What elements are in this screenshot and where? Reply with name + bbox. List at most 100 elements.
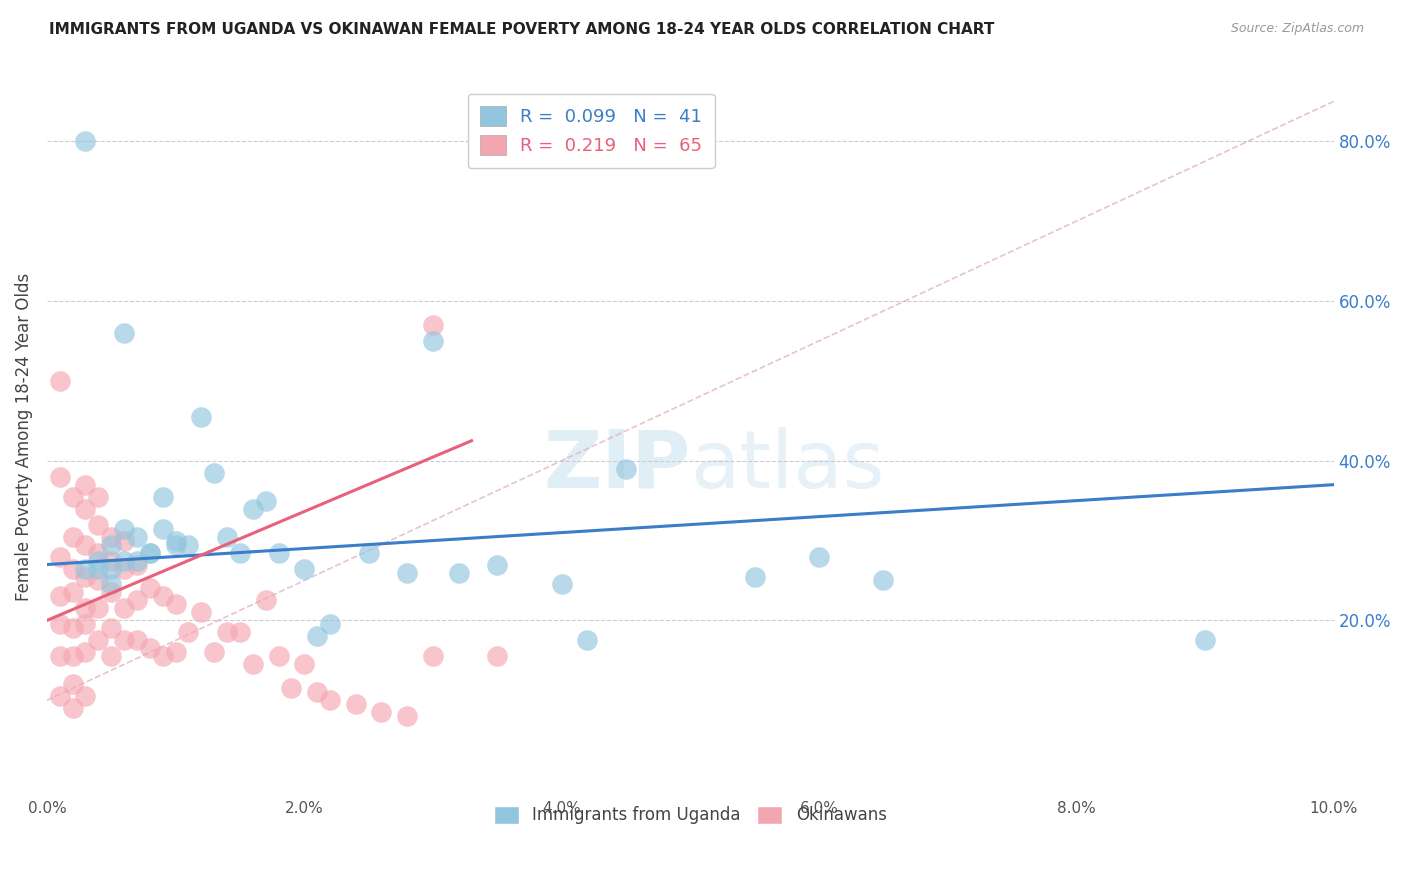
Okinawans [422,649,444,664]
Okinawans [100,649,122,664]
Okinawans [152,649,174,664]
Immigrants from Uganda [152,522,174,536]
Okinawans [370,705,392,719]
Okinawans [87,574,110,588]
Okinawans [100,621,122,635]
Okinawans [49,469,72,483]
Okinawans [87,545,110,559]
Y-axis label: Female Poverty Among 18-24 Year Olds: Female Poverty Among 18-24 Year Olds [15,273,32,601]
Okinawans [75,601,97,615]
Immigrants from Uganda [165,537,187,551]
Immigrants from Uganda [872,574,894,588]
Text: atlas: atlas [690,426,884,505]
Okinawans [307,685,329,699]
Okinawans [62,561,84,575]
Okinawans [62,585,84,599]
Immigrants from Uganda [307,629,329,643]
Okinawans [125,593,148,607]
Okinawans [319,693,342,707]
Okinawans [62,530,84,544]
Text: Source: ZipAtlas.com: Source: ZipAtlas.com [1230,22,1364,36]
Okinawans [75,501,97,516]
Immigrants from Uganda [139,545,162,559]
Immigrants from Uganda [112,326,135,340]
Immigrants from Uganda [100,561,122,575]
Okinawans [87,601,110,615]
Okinawans [100,553,122,567]
Immigrants from Uganda [112,522,135,536]
Okinawans [152,590,174,604]
Okinawans [49,590,72,604]
Okinawans [215,625,238,640]
Okinawans [62,701,84,715]
Immigrants from Uganda [807,549,830,564]
Okinawans [344,698,367,712]
Okinawans [177,625,200,640]
Okinawans [125,633,148,648]
Immigrants from Uganda [319,617,342,632]
Okinawans [75,617,97,632]
Immigrants from Uganda [229,545,252,559]
Immigrants from Uganda [152,490,174,504]
Okinawans [87,517,110,532]
Immigrants from Uganda [112,553,135,567]
Immigrants from Uganda [125,553,148,567]
Immigrants from Uganda [744,569,766,583]
Legend: Immigrants from Uganda, Okinawans: Immigrants from Uganda, Okinawans [484,796,897,835]
Immigrants from Uganda [165,533,187,548]
Okinawans [62,649,84,664]
Okinawans [62,621,84,635]
Okinawans [396,709,419,723]
Immigrants from Uganda [177,537,200,551]
Immigrants from Uganda [267,545,290,559]
Immigrants from Uganda [576,633,599,648]
Immigrants from Uganda [254,493,277,508]
Text: ZIP: ZIP [543,426,690,505]
Immigrants from Uganda [550,577,572,591]
Immigrants from Uganda [75,561,97,575]
Okinawans [100,530,122,544]
Okinawans [87,490,110,504]
Okinawans [254,593,277,607]
Immigrants from Uganda [100,577,122,591]
Okinawans [75,690,97,704]
Immigrants from Uganda [357,545,380,559]
Immigrants from Uganda [75,134,97,148]
Immigrants from Uganda [614,461,637,475]
Text: IMMIGRANTS FROM UGANDA VS OKINAWAN FEMALE POVERTY AMONG 18-24 YEAR OLDS CORRELAT: IMMIGRANTS FROM UGANDA VS OKINAWAN FEMAL… [49,22,994,37]
Immigrants from Uganda [486,558,509,572]
Immigrants from Uganda [87,561,110,575]
Okinawans [202,645,225,659]
Okinawans [486,649,509,664]
Immigrants from Uganda [100,537,122,551]
Immigrants from Uganda [202,466,225,480]
Immigrants from Uganda [87,553,110,567]
Okinawans [87,633,110,648]
Immigrants from Uganda [125,530,148,544]
Okinawans [139,582,162,596]
Immigrants from Uganda [396,566,419,580]
Okinawans [49,617,72,632]
Immigrants from Uganda [139,545,162,559]
Immigrants from Uganda [422,334,444,348]
Okinawans [75,537,97,551]
Immigrants from Uganda [190,409,212,424]
Okinawans [280,681,302,696]
Okinawans [100,585,122,599]
Okinawans [165,645,187,659]
Okinawans [112,561,135,575]
Okinawans [112,601,135,615]
Immigrants from Uganda [447,566,470,580]
Okinawans [267,649,290,664]
Okinawans [49,690,72,704]
Immigrants from Uganda [242,501,264,516]
Okinawans [62,490,84,504]
Okinawans [62,677,84,691]
Okinawans [242,657,264,672]
Okinawans [75,645,97,659]
Okinawans [125,558,148,572]
Okinawans [165,598,187,612]
Okinawans [292,657,315,672]
Okinawans [49,374,72,388]
Okinawans [75,569,97,583]
